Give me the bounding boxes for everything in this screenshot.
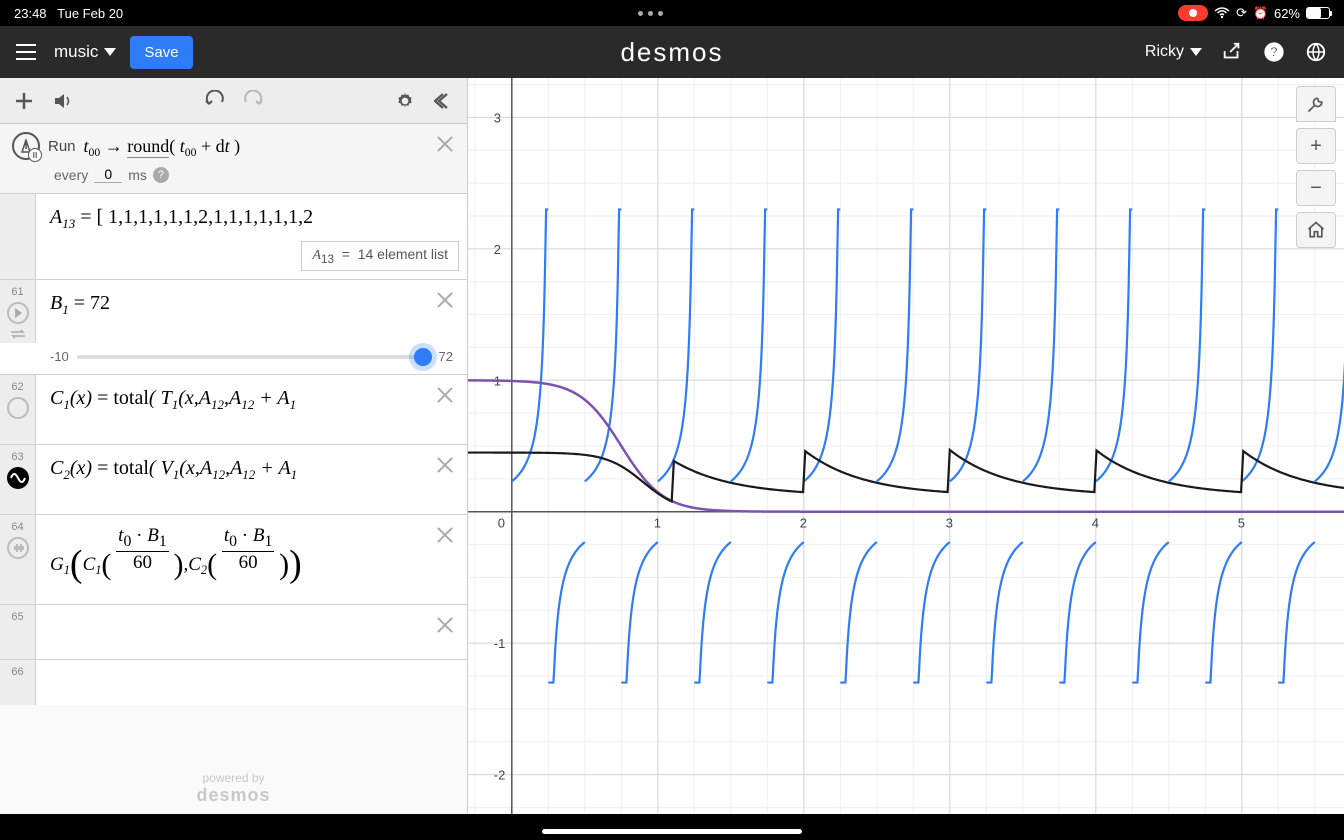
ticker-interval-input[interactable] <box>94 166 122 183</box>
expression-row-66[interactable]: 66 <box>0 660 467 705</box>
screen-record-indicator[interactable] <box>1178 5 1208 21</box>
expr-toggle[interactable] <box>7 397 29 419</box>
date-label: Tue Feb 20 <box>57 6 123 21</box>
alarm-icon: ⏰ <box>1253 6 1268 20</box>
slider-thumb[interactable] <box>414 348 432 366</box>
svg-text:?: ? <box>1270 45 1278 60</box>
svg-text:5: 5 <box>1238 516 1245 531</box>
play-slider-button[interactable] <box>7 302 29 324</box>
caret-down-icon <box>104 48 116 56</box>
delete-row-button[interactable] <box>433 288 457 312</box>
list-length-badge: A13 = 14 element list <box>301 241 459 271</box>
expr-toggle[interactable] <box>7 467 29 489</box>
zoom-in-button[interactable]: + <box>1296 128 1336 164</box>
multitask-dots-icon[interactable] <box>123 11 1178 16</box>
row-number: 66 <box>11 666 23 678</box>
svg-text:-1: -1 <box>494 636 506 651</box>
orientation-lock-icon: ⟳ <box>1236 5 1247 21</box>
ms-label: ms <box>128 167 147 183</box>
expression-row-61[interactable]: 61 B1 = 72 -10 72 <box>0 280 467 375</box>
svg-text:3: 3 <box>946 516 953 531</box>
slider-value-label[interactable]: 72 <box>439 349 453 364</box>
home-button[interactable] <box>1296 212 1336 248</box>
expression-row-64[interactable]: 64 G1(C1( t0 · B160 ),C2( t0 · B160 )) <box>0 515 467 605</box>
svg-text:2: 2 <box>800 516 807 531</box>
battery-icon <box>1306 7 1330 19</box>
delete-row-button[interactable] <box>433 523 457 547</box>
svg-text:3: 3 <box>494 110 501 125</box>
run-label: Run <box>48 138 76 155</box>
add-expression-button[interactable] <box>10 87 38 115</box>
svg-text:1: 1 <box>654 516 661 531</box>
graph-title-dropdown[interactable]: music <box>54 42 116 62</box>
save-button[interactable]: Save <box>130 36 192 69</box>
ticker-rule[interactable]: t00 → round( t00 + dt ) <box>84 136 241 157</box>
expression-math[interactable]: C2(x) = total( V1(x,A12,A12 + A1 <box>50 457 297 479</box>
graph-canvas[interactable]: 012345-2-1123 + − <box>468 78 1344 814</box>
delete-row-button[interactable] <box>433 453 457 477</box>
help-icon[interactable]: ? <box>153 167 169 183</box>
row-number: 61 <box>11 286 23 298</box>
redo-button[interactable] <box>239 87 267 115</box>
expression-panel: Run t00 → round( t00 + dt ) every ms ? A… <box>0 78 468 814</box>
zoom-out-button[interactable]: − <box>1296 170 1336 206</box>
caret-down-icon <box>1190 48 1202 56</box>
every-label: every <box>54 167 88 183</box>
clock-label: 23:48 <box>14 6 47 21</box>
graph-tools: + − <box>1296 86 1336 248</box>
delete-ticker-button[interactable] <box>433 132 457 156</box>
ipad-status-bar: 23:48 Tue Feb 20 ⟳ ⏰ 62% <box>0 0 1344 26</box>
svg-text:-2: -2 <box>494 768 506 783</box>
wrench-button[interactable] <box>1296 86 1336 122</box>
metronome-icon[interactable] <box>12 132 40 160</box>
collapse-panel-button[interactable] <box>429 87 457 115</box>
expression-math[interactable]: A13 = [ 1,1,1,1,1,1,2,1,1,1,1,1,1,2 <box>50 206 313 228</box>
menu-button[interactable] <box>16 44 36 60</box>
status-time: 23:48 Tue Feb 20 <box>14 6 123 21</box>
graph-title-label: music <box>54 42 98 62</box>
svg-text:0: 0 <box>498 516 505 531</box>
audio-button[interactable] <box>48 87 76 115</box>
help-button[interactable]: ? <box>1262 40 1286 64</box>
expression-row-65[interactable]: 65 <box>0 605 467 660</box>
row-number: 64 <box>11 521 23 533</box>
expression-math[interactable]: G1(C1( t0 · B160 ),C2( t0 · B160 )) <box>50 554 302 575</box>
delete-row-button[interactable] <box>433 613 457 637</box>
username-label: Ricky <box>1145 43 1184 61</box>
account-dropdown[interactable]: Ricky <box>1145 43 1202 61</box>
powered-by-label: powered by desmos <box>0 761 467 814</box>
expression-row-a13[interactable]: A13 = [ 1,1,1,1,1,1,2,1,1,1,1,1,1,2 A13 … <box>0 194 467 280</box>
undo-button[interactable] <box>201 87 229 115</box>
slider-track[interactable] <box>77 355 431 359</box>
expression-row-63[interactable]: 63 C2(x) = total( V1(x,A12,A12 + A1 <box>0 445 467 515</box>
share-button[interactable] <box>1220 40 1244 64</box>
audio-trace-icon[interactable] <box>7 537 29 559</box>
expression-math[interactable]: C1(x) = total( T1(x,A12,A12 + A1 <box>50 387 296 409</box>
delete-row-button[interactable] <box>433 383 457 407</box>
wifi-icon <box>1214 7 1230 19</box>
language-button[interactable] <box>1304 40 1328 64</box>
app-header: music Save desmos Ricky ? <box>0 26 1344 78</box>
settings-button[interactable] <box>391 87 419 115</box>
row-number: 65 <box>11 611 23 623</box>
svg-text:4: 4 <box>1092 516 1099 531</box>
expression-toolbar <box>0 78 467 124</box>
row-number: 62 <box>11 381 23 393</box>
row-number: 63 <box>11 451 23 463</box>
expression-row-62[interactable]: 62 C1(x) = total( T1(x,A12,A12 + A1 <box>0 375 467 445</box>
ticker-row[interactable]: Run t00 → round( t00 + dt ) every ms ? <box>0 124 467 194</box>
desmos-logo: desmos <box>620 37 723 68</box>
loop-icon[interactable] <box>9 328 27 340</box>
svg-text:2: 2 <box>494 242 501 257</box>
ipad-home-indicator[interactable] <box>542 829 802 834</box>
battery-pct-label: 62% <box>1274 6 1300 21</box>
expression-math[interactable]: B1 = 72 <box>50 292 110 314</box>
slider-min-label[interactable]: -10 <box>50 349 69 364</box>
